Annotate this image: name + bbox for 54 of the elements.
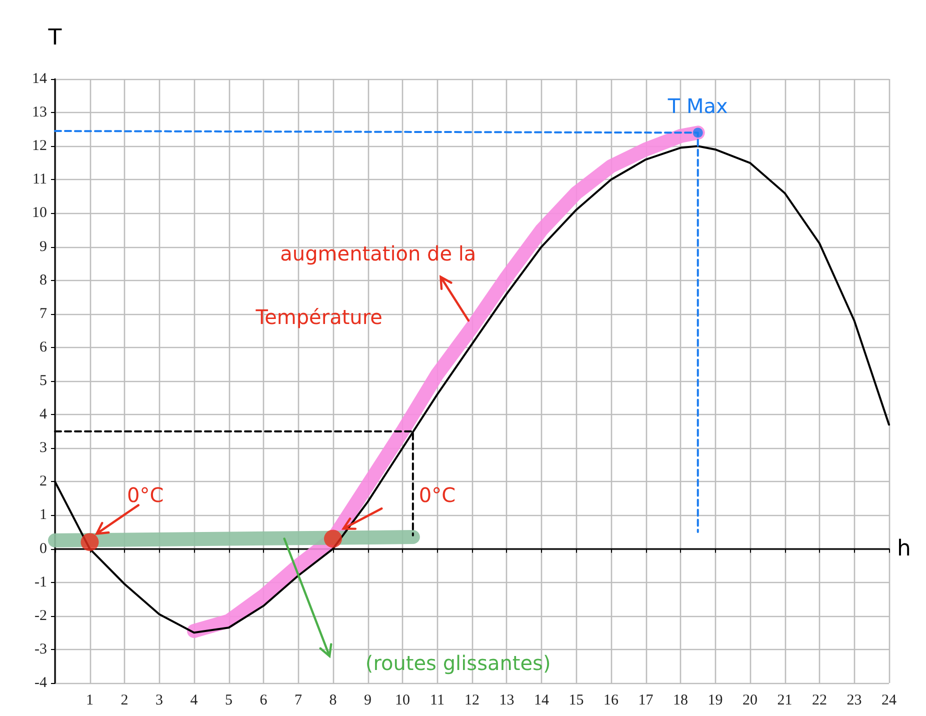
x-tick-label: 14 bbox=[534, 692, 550, 708]
annotation: Température bbox=[254, 305, 382, 330]
y-tick-label: 8 bbox=[40, 272, 47, 288]
y-tick-label: -1 bbox=[34, 574, 47, 590]
x-axis-title: h bbox=[897, 536, 911, 562]
x-tick-label: 13 bbox=[499, 692, 514, 708]
x-tick-label: 20 bbox=[742, 692, 758, 708]
x-tick-label: 2 bbox=[120, 692, 128, 708]
point bbox=[692, 128, 703, 138]
annotation: 0°C bbox=[127, 483, 164, 508]
point bbox=[324, 530, 342, 548]
y-tick-label: 14 bbox=[32, 71, 48, 87]
x-tick-label: 6 bbox=[260, 692, 268, 708]
x-tick-label: 5 bbox=[225, 692, 232, 708]
x-tick-label: 23 bbox=[846, 692, 862, 708]
y-tick-label: 10 bbox=[32, 205, 47, 222]
y-tick-label: 4 bbox=[40, 406, 48, 423]
x-tick-label: 4 bbox=[190, 692, 198, 708]
y-tick-label: 6 bbox=[40, 339, 48, 356]
x-tick-label: 12 bbox=[464, 692, 480, 708]
x-tick-label: 8 bbox=[329, 692, 337, 708]
y-tick-label: 3 bbox=[40, 440, 47, 456]
y-tick-label: 11 bbox=[32, 172, 47, 188]
y-tick-label: 13 bbox=[32, 104, 47, 121]
y-axis-title: T bbox=[47, 26, 62, 50]
annotation: (routes glissantes) bbox=[365, 650, 551, 675]
x-tick-label: 22 bbox=[812, 692, 827, 708]
point bbox=[80, 533, 99, 552]
y-tick-label: 9 bbox=[40, 238, 47, 255]
y-tick-label: -4 bbox=[34, 675, 48, 691]
x-tick-label: 3 bbox=[156, 692, 163, 708]
x-tick-label: 11 bbox=[430, 692, 444, 708]
y-tick-label: 12 bbox=[32, 138, 47, 154]
x-tick-label: 16 bbox=[604, 692, 619, 708]
annotation: augmentation de la bbox=[280, 241, 476, 266]
x-tick-label: 18 bbox=[673, 692, 688, 708]
y-tick-label: 5 bbox=[40, 373, 47, 389]
x-tick-label: 17 bbox=[638, 692, 654, 708]
annotation: T Max bbox=[666, 94, 728, 118]
y-tick-label: 7 bbox=[40, 306, 48, 322]
y-tick-label: 0 bbox=[40, 540, 47, 557]
x-tick-label: 19 bbox=[708, 692, 723, 708]
x-tick-label: 9 bbox=[364, 692, 372, 708]
x-tick-label: 1 bbox=[86, 692, 94, 708]
x-tick-label: 7 bbox=[294, 692, 302, 708]
x-tick-label: 15 bbox=[568, 692, 584, 708]
x-tick-label: 10 bbox=[395, 692, 410, 708]
y-tick-label: -2 bbox=[34, 608, 47, 624]
annotation: 0°C bbox=[418, 483, 456, 508]
x-tick-label: 21 bbox=[777, 692, 792, 708]
y-tick-label: 2 bbox=[40, 474, 47, 490]
y-tick-label: -3 bbox=[34, 641, 47, 658]
x-tick-label: 24 bbox=[882, 692, 897, 708]
y-tick-label: 1 bbox=[40, 507, 47, 524]
